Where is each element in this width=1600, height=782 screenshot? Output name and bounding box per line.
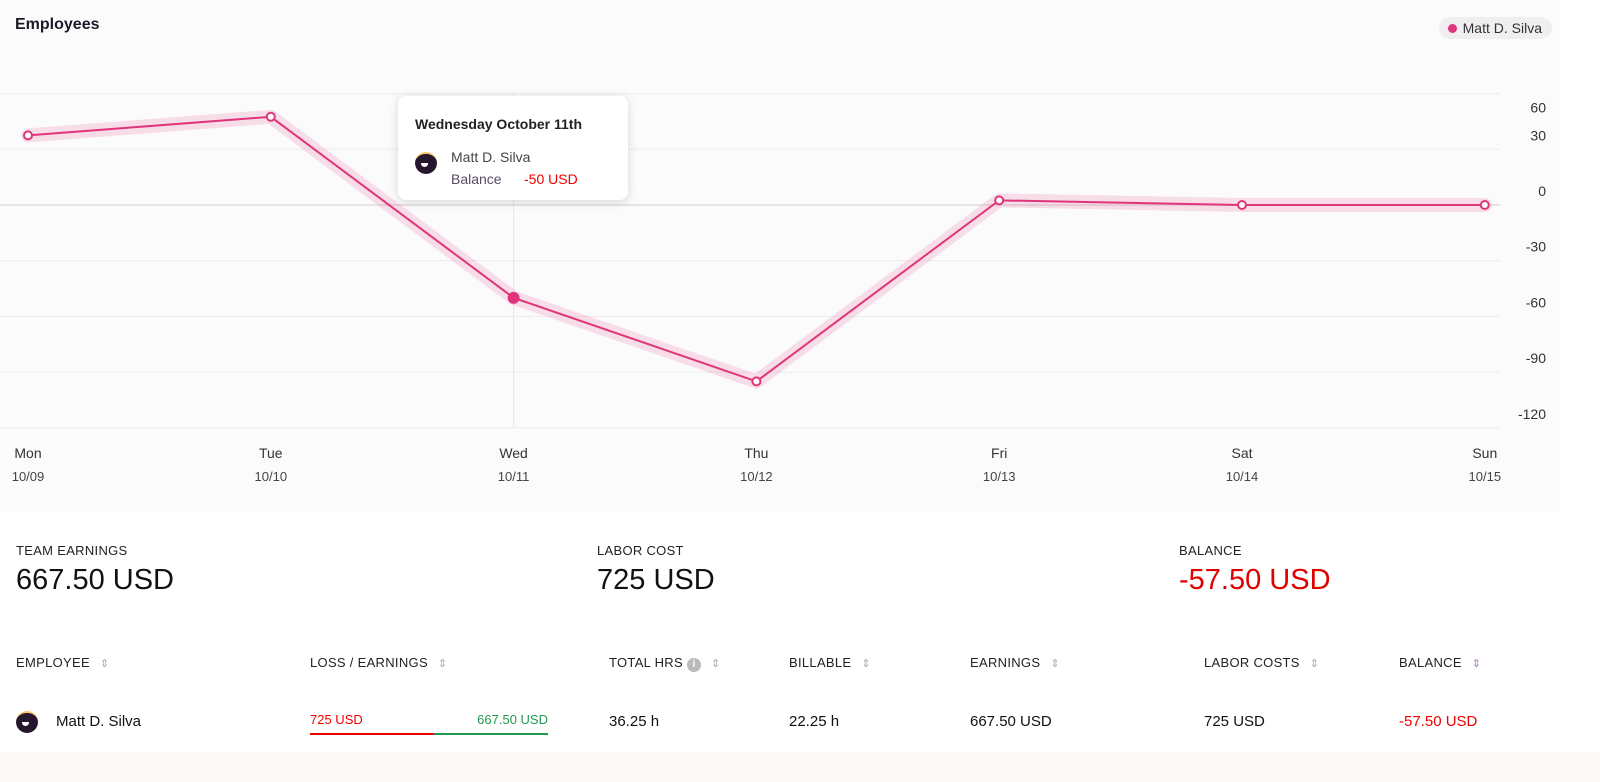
y-tick-label: -60 [1526, 294, 1546, 310]
y-tick-label: 30 [1530, 127, 1546, 143]
billable: 22.25 h [789, 713, 840, 730]
x-tick-label: Thu [744, 445, 768, 461]
earnings: 667.50 USD [970, 713, 1052, 730]
avatar [415, 152, 437, 174]
column-header-label: BALANCE [1399, 655, 1462, 670]
series-line [27, 115, 1485, 383]
y-tick-label: 60 [1530, 100, 1546, 116]
tooltip-label: Balance [451, 171, 502, 187]
y-tick-label: -120 [1518, 406, 1546, 422]
column-header[interactable]: LOSS / EARNINGS ⇕ [310, 655, 447, 670]
footer-strip [0, 752, 1600, 782]
column-header[interactable]: BILLABLE ⇕ [789, 655, 871, 670]
column-header[interactable]: EARNINGS ⇕ [970, 655, 1060, 670]
column-header-label: LOSS / EARNINGS [310, 655, 428, 670]
y-tick-label: -30 [1526, 239, 1546, 255]
sort-icon[interactable]: ⇕ [437, 658, 448, 670]
earnings-bar [434, 733, 548, 735]
x-tick-date: 10/13 [983, 469, 1016, 484]
tooltip: Wednesday October 11th Matt D. Silva Bal… [398, 96, 628, 200]
y-tick-label: -90 [1526, 350, 1546, 366]
sort-icon[interactable]: ⇕ [861, 658, 871, 670]
sort-icon[interactable]: ⇕ [710, 658, 721, 670]
column-header[interactable]: BALANCE ⇕ [1399, 655, 1481, 670]
total-hrs: 36.25 h [609, 713, 660, 730]
labor-costs: 725 USD [1204, 713, 1265, 730]
x-tick-date: 10/12 [740, 469, 773, 484]
legend-item[interactable]: Matt D. Silva [1438, 17, 1552, 39]
tooltip-value: -50 USD [524, 171, 578, 187]
data-point [507, 291, 520, 304]
column-header-label: TOTAL HRS [609, 655, 683, 670]
data-point [994, 195, 1005, 206]
tooltip-title: Wednesday October 11th [415, 116, 583, 132]
column-header-label: LABOR COSTS [1204, 655, 1300, 670]
x-tick-date: 10/10 [255, 469, 288, 484]
column-header[interactable]: LABOR COSTS ⇕ [1204, 655, 1319, 670]
team-earnings: TEAM EARNINGS 667.50 USD [16, 543, 174, 597]
column-header[interactable]: TOTAL HRS i ⇕ [609, 655, 721, 672]
x-tick-label: Wed [499, 445, 528, 461]
x-tick-label: Sat [1231, 445, 1252, 461]
tooltip-name: Matt D. Silva [451, 149, 531, 165]
chart-title: Employees [15, 16, 100, 33]
y-tick-label: 0 [1538, 183, 1546, 199]
summary-value: 725 USD [597, 564, 715, 596]
x-tick-date: 10/09 [12, 469, 45, 484]
info-icon[interactable]: i [686, 658, 701, 672]
sort-icon[interactable]: ⇕ [99, 658, 110, 670]
sort-icon[interactable]: ⇕ [1471, 658, 1482, 670]
x-tick-date: 10/14 [1226, 469, 1259, 484]
summary-label: BALANCE [1179, 543, 1242, 558]
sort-icon[interactable]: ⇕ [1050, 658, 1060, 670]
data-point [265, 111, 276, 122]
x-tick-label: Mon [14, 445, 41, 461]
series-halo [21, 109, 1492, 389]
data-point [1237, 200, 1247, 210]
x-tick-label: Tue [259, 445, 283, 461]
chart: Employees Matt D. Silva 60 30 0 -30 -60 -90 -1… [0, 0, 1560, 512]
column-header-label: EMPLOYEE [16, 655, 90, 670]
summary-label: TEAM EARNINGS [16, 543, 128, 558]
plot-area[interactable]: 60 30 0 -30 -60 -90 -120 Mon 10/09 Tue 10/10 Wed 10/… [0, 0, 1560, 512]
avatar [16, 711, 38, 733]
data-point [1479, 200, 1490, 210]
data-point [751, 376, 762, 387]
balance: BALANCE -57.50 USD [1179, 543, 1331, 597]
column-header-label: EARNINGS [970, 655, 1041, 670]
loss-bar [310, 733, 434, 735]
x-tick-date: 10/15 [1469, 469, 1502, 484]
earnings-bar-value: 667.50 USD [477, 712, 548, 727]
employee-name[interactable]: Matt D. Silva [56, 713, 142, 730]
x-tick-label: Sun [1472, 445, 1497, 461]
labor-cost: LABOR COST 725 USD [597, 543, 715, 597]
summary-value: -57.50 USD [1179, 564, 1331, 596]
x-tick-label: Fri [991, 445, 1007, 461]
loss-value: 725 USD [310, 712, 363, 727]
data-point [23, 130, 33, 141]
summary-value: 667.50 USD [16, 564, 174, 596]
x-tick-date: 10/11 [498, 469, 530, 484]
column-header[interactable]: EMPLOYEE ⇕ [16, 655, 109, 670]
column-header-label: BILLABLE [789, 655, 852, 670]
balance-cell: -57.50 USD [1399, 713, 1478, 730]
summary-label: LABOR COST [597, 543, 684, 558]
sort-icon[interactable]: ⇕ [1309, 658, 1320, 670]
